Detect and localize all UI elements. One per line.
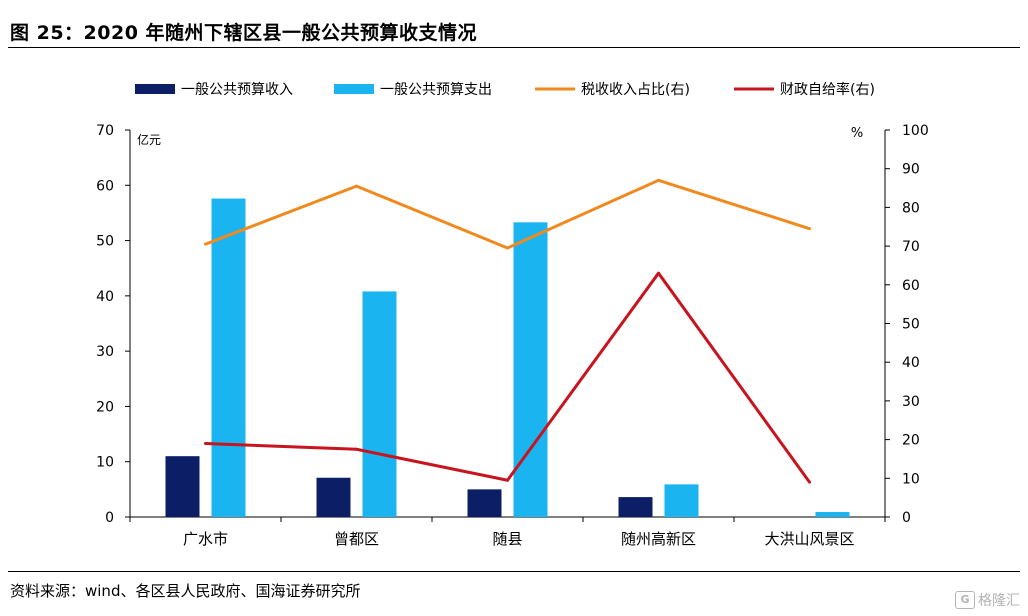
right-tick-label: 90 <box>902 162 920 178</box>
bar-1 <box>467 489 502 517</box>
right-tick-label: 50 <box>902 317 920 333</box>
right-tick-label: 20 <box>902 433 920 449</box>
left-tick-label: 10 <box>96 455 114 471</box>
line-point-2 <box>506 478 509 482</box>
watermark-logo-icon: G <box>955 591 975 609</box>
line-point-1 <box>204 242 207 246</box>
figure-title: 图 25：2020 年随州下辖区县一般公共预算收支情况 <box>10 22 478 44</box>
left-tick-label: 0 <box>105 510 114 526</box>
line-point-1 <box>657 178 660 182</box>
bars <box>165 198 850 517</box>
lines <box>204 178 811 484</box>
left-axis-unit: 亿元 <box>137 132 161 147</box>
legend-label: 一般公共预算支出 <box>380 82 492 98</box>
watermark-text: 格隆汇 <box>978 593 1020 609</box>
legend: 一般公共预算收入 一般公共预算支出 税收收入占比(右) 财政自给率(右) <box>135 81 875 98</box>
right-axis-unit: % <box>851 126 863 141</box>
bar-2 <box>664 484 699 517</box>
legend-label: 一般公共预算收入 <box>181 82 293 98</box>
source-note: 资料来源：wind、各区县人民政府、国海证券研究所 <box>10 582 361 600</box>
right-tick-label: 100 <box>902 123 929 139</box>
right-tick-label: 60 <box>902 278 920 294</box>
line-point-1 <box>506 246 509 250</box>
bar-2 <box>362 291 397 517</box>
bar-1 <box>316 477 351 517</box>
source-rule <box>8 571 1020 572</box>
x-tick-label: 曾都区 <box>334 530 379 548</box>
line-point-2 <box>657 271 660 275</box>
bar-2 <box>815 512 850 517</box>
x-tick-label: 随县 <box>492 530 522 548</box>
axes: 0 10 20 30 40 50 60 70 亿元 0 10 20 30 40 50 60 70 80 90 100%… <box>96 123 929 548</box>
left-tick-label: 70 <box>96 123 114 139</box>
legend-label: 财政自给率(右) <box>780 81 875 98</box>
bar-1 <box>165 456 200 517</box>
line-point-2 <box>808 480 811 484</box>
right-tick-label: 30 <box>902 394 920 410</box>
bar-2 <box>513 222 548 517</box>
x-tick-label: 大洪山风景区 <box>764 530 854 548</box>
right-tick-label: 0 <box>902 510 911 526</box>
line-series-2 <box>205 271 811 484</box>
x-tick-label: 随州高新区 <box>621 530 696 548</box>
left-tick-label: 20 <box>96 399 114 415</box>
line-series-1 <box>204 178 810 250</box>
left-tick-label: 30 <box>96 344 114 360</box>
watermark: G 格隆汇 <box>955 590 1020 610</box>
right-tick-label: 80 <box>902 200 920 216</box>
right-tick-label: 10 <box>902 471 920 487</box>
right-tick-label: 70 <box>902 239 920 255</box>
bar-1 <box>618 497 653 517</box>
legend-label: 税收收入占比(右) <box>581 82 690 98</box>
legend-swatch <box>334 84 374 94</box>
legend-swatch <box>135 84 175 94</box>
bar-2 <box>211 198 246 517</box>
line-point-2 <box>204 441 207 445</box>
left-tick-label: 50 <box>96 234 114 250</box>
left-tick-label: 40 <box>96 289 114 305</box>
line-point-1 <box>355 184 358 188</box>
line-point-1 <box>808 227 811 231</box>
x-tick-label: 广水市 <box>183 530 228 548</box>
left-tick-label: 60 <box>96 178 114 194</box>
right-tick-label: 40 <box>902 355 920 371</box>
title-rule <box>8 47 1020 48</box>
line-point-2 <box>355 447 358 451</box>
